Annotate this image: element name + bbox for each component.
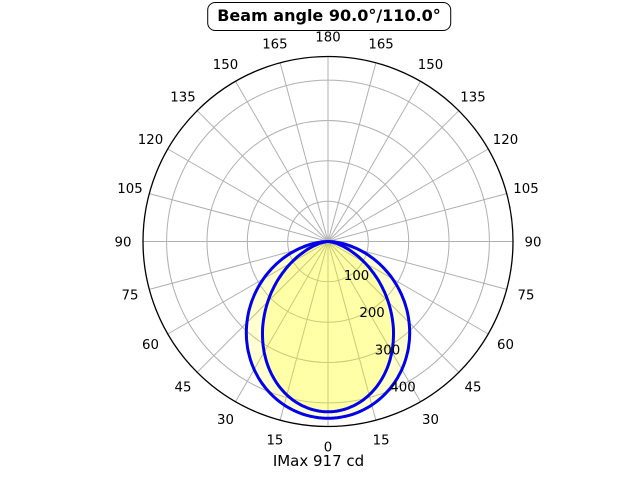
angle-tick-label: 150 [213,58,238,73]
angle-tick-label: 165 [262,37,287,52]
angle-tick-label: 90 [525,235,542,250]
radial-grid-circle [206,120,450,363]
angle-grid-line [327,81,421,242]
angle-grid-line [149,193,329,242]
radial-grid-circle [166,79,490,404]
angle-tick-label: 45 [465,380,482,395]
angle-grid-line [196,110,329,242]
angle-tick-label: 75 [518,288,535,303]
angle-tick-label: 180 [315,30,340,45]
angle-tick-label: 135 [170,90,195,105]
angle-grid-line [327,241,377,421]
angle-tick-label: 120 [493,133,518,148]
angle-grid-line [279,241,329,421]
radial-tick-label: 200 [359,306,384,321]
radial-grid-circle [246,160,410,323]
angle-grid-line [235,81,329,242]
radial-grid-circle [287,200,369,283]
angle-tick-label: 90 [115,235,132,250]
angle-tick-label: 105 [117,182,142,197]
beam-curve-90 [261,240,395,414]
angle-grid-line [327,110,460,242]
angle-tick-label: 105 [513,182,538,197]
angle-tick-label: 75 [122,288,139,303]
radial-tick-label: 400 [390,381,415,396]
angle-grid-line [167,148,329,242]
angle-grid-line [327,241,421,402]
angle-tick-label: 60 [497,338,514,353]
angle-tick-label: 15 [266,433,283,448]
angle-tick-label: 60 [142,338,159,353]
angle-tick-label: 150 [418,58,443,73]
angle-tick-label: 30 [422,413,439,428]
polar-outline [142,55,514,428]
angle-tick-label: 15 [373,433,390,448]
angle-grid-line [235,241,329,402]
beam-curve-110 [244,240,412,420]
radial-tick-label: 300 [375,343,400,358]
angle-grid-line [327,62,377,242]
angle-tick-label: 30 [217,413,234,428]
angle-tick-label: 120 [138,133,163,148]
angle-grid-line [167,241,329,335]
angle-grid-line [279,62,329,242]
angle-grid-line [327,241,489,335]
angle-tick-label: 45 [175,380,192,395]
chart-title: Beam angle 90.0°/110.0° [207,2,451,31]
angle-grid-line [327,241,460,373]
angle-tick-label: 165 [368,37,393,52]
angle-grid-line [327,193,507,242]
angle-grid-line [327,148,489,242]
angle-grid-line [196,241,329,373]
angle-tick-label: 135 [460,90,485,105]
imax-label: IMax 917 cd [272,452,365,470]
radial-tick-label: 100 [344,269,369,284]
angle-tick-label: 0 [324,440,332,455]
